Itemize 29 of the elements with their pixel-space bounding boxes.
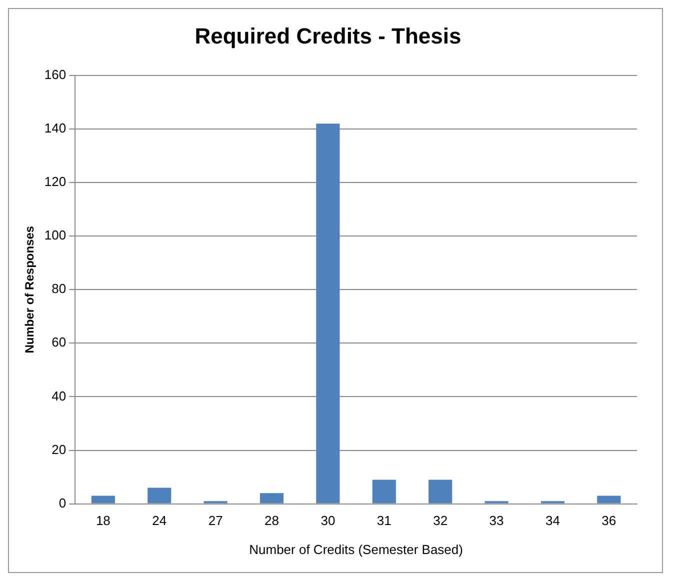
x-tick-label: 27 [208, 513, 223, 528]
bar [260, 493, 284, 504]
x-tick-label: 18 [96, 513, 110, 528]
y-tick-label: 0 [58, 495, 66, 510]
x-tick-label: 32 [433, 513, 448, 528]
y-tick-label: 40 [52, 388, 66, 404]
x-tick-label: 28 [264, 513, 279, 528]
x-tick-label: 30 [320, 513, 336, 528]
bar [428, 480, 452, 504]
y-tick-label: 80 [52, 281, 66, 296]
y-tick-label: 120 [44, 174, 66, 190]
y-tick-label: 20 [52, 442, 66, 457]
y-tick-label: 60 [52, 334, 66, 350]
x-tick-label: 33 [489, 513, 504, 528]
bar [91, 496, 115, 504]
y-tick-label: 140 [44, 120, 66, 136]
x-axis-title: Number of Credits (Semester Based) [249, 542, 463, 557]
y-axis-title: Number of Responses [22, 226, 37, 354]
bar [316, 124, 340, 504]
x-tick-label: 31 [376, 513, 392, 528]
bar [148, 488, 172, 504]
x-tick-label: 36 [602, 513, 616, 528]
bar [372, 480, 396, 504]
x-tick-label: 34 [545, 513, 560, 528]
bar [597, 496, 621, 504]
y-tick-label: 100 [44, 228, 66, 243]
chart-title: Required Credits - Thesis [194, 23, 462, 48]
x-tick-label: 24 [152, 513, 167, 528]
y-tick-label: 160 [44, 66, 66, 82]
